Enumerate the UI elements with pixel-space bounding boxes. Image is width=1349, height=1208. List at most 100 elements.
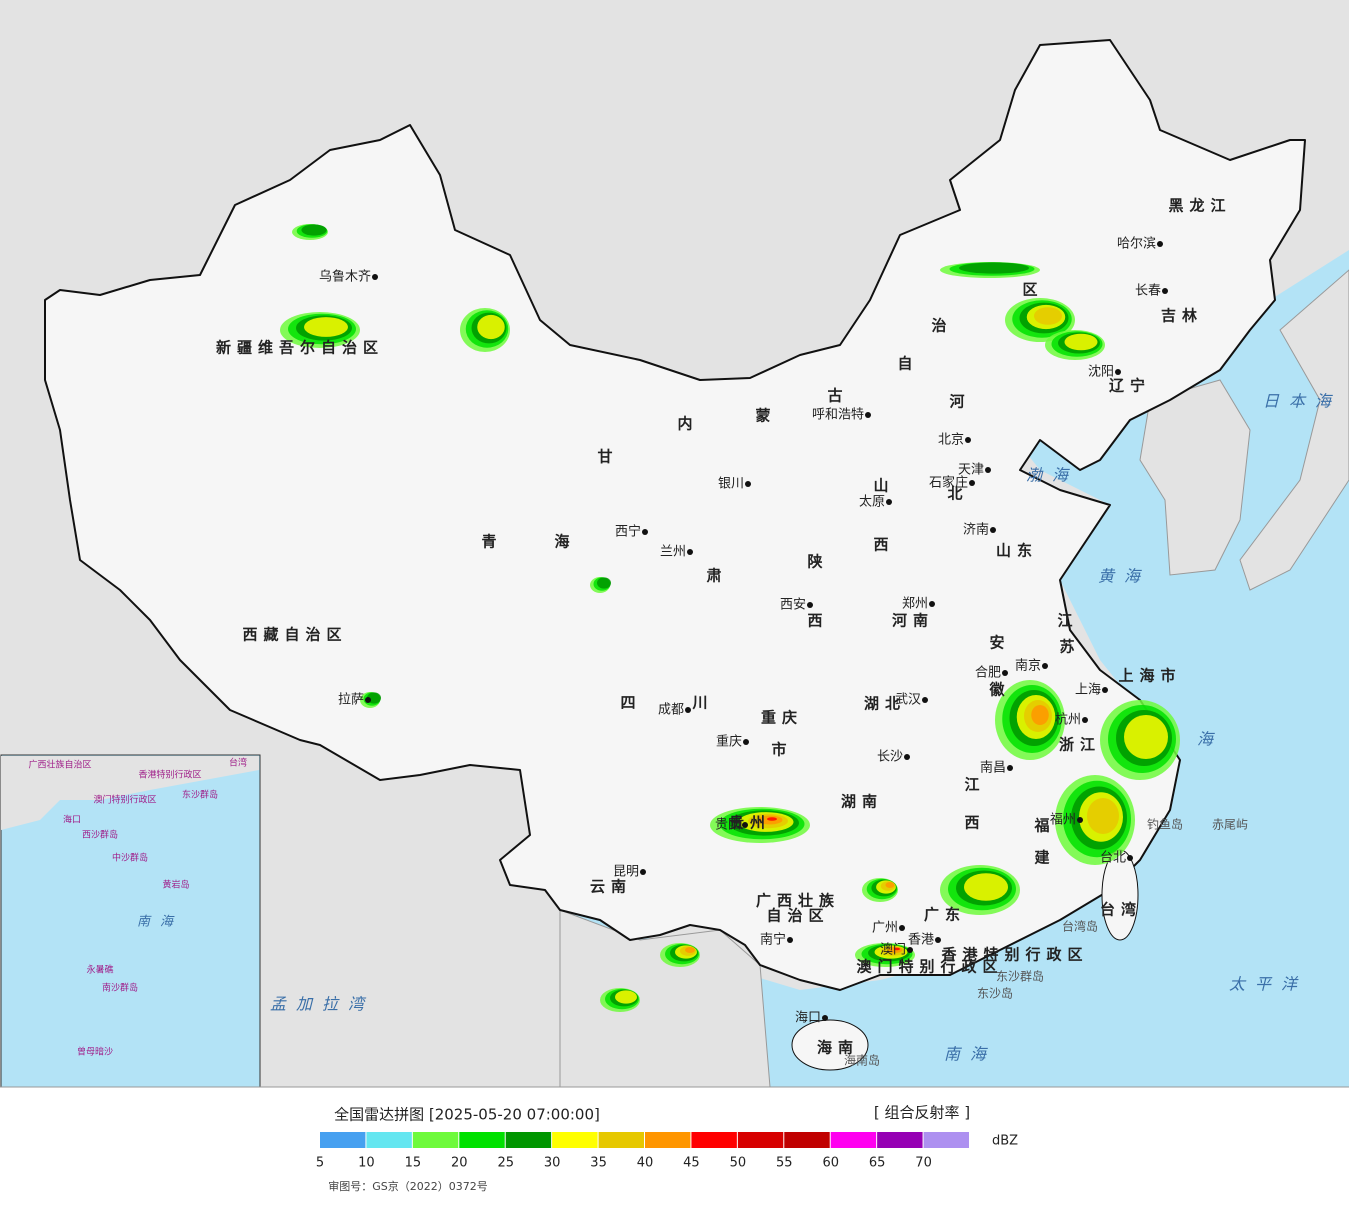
region-label: 苏 [1059,638,1080,656]
city-dot [372,274,378,280]
city-dot [904,754,910,760]
city-label: 乌鲁木齐 [319,269,371,285]
city-label: 合肥 [975,666,1001,681]
city-dot [743,739,749,745]
city-label: 济南 [963,522,989,538]
region-label: 湖南 [841,793,883,811]
radar-echo [301,224,327,236]
city-dot [1115,369,1121,375]
city-dot [742,822,748,828]
radar-echo [964,873,1008,901]
region-label: 市 [771,741,792,759]
legend-swatch [505,1132,552,1148]
city-label: 哈尔滨 [1117,236,1156,252]
city-dot [1002,670,1008,676]
inset-label: 黄岩岛 [162,879,189,891]
city-dot [642,529,648,535]
region-label: 湖北 [864,695,906,713]
place-label: 东沙岛 [977,986,1013,1001]
city-dot [640,869,646,875]
region-label: 安 [989,634,1010,652]
sea-label: 孟加拉湾 [270,995,374,1014]
inset-label: 永暑礁 [86,964,113,976]
region-label: 西 [807,612,828,630]
legend-swatch [691,1132,737,1148]
legend-swatch [877,1132,923,1148]
region-label: 吉林 [1161,307,1203,325]
legend-tick-label: 10 [358,1156,375,1171]
city-label: 武汉 [895,693,921,708]
city-dot [929,601,935,607]
city-label: 上海 [1075,683,1101,698]
radar-echo [597,577,611,589]
region-label: 辽宁 [1109,377,1151,395]
region-label: 河南 [892,612,934,630]
city-label: 呼和浩特 [812,408,864,423]
radar-echo [885,882,895,888]
inset-label: 海口 [63,814,81,826]
city-dot [899,925,905,931]
legend-tick-label: 15 [405,1156,422,1171]
city-dot [935,937,941,943]
region-label: 广东 [924,906,966,924]
city-dot [822,1015,828,1021]
legend-tick-label: 30 [544,1156,561,1171]
radar-echo-layer [280,224,1180,1012]
legend-swatch [552,1132,598,1148]
sea-label: 渤海 [1026,466,1078,485]
inset-label: 香港特别行政区 [138,769,201,781]
legend-tick-label: 45 [683,1156,700,1171]
region-label: 自 [897,355,918,373]
city-label: 长春 [1135,284,1161,299]
region-label: 徽 [988,681,1010,699]
city-dot [886,499,892,505]
legend-swatch [366,1132,412,1148]
inset-label: 台湾 [229,757,247,769]
region-label: 川 [691,694,713,712]
city-dot [1102,687,1108,693]
region-label: 江 [1057,612,1078,630]
legend-tick-label: 20 [451,1156,468,1171]
city-label: 拉萨 [338,693,364,708]
hainan-island [791,1019,869,1071]
region-label: 建 [1034,849,1055,867]
legend-tick-label: 40 [637,1156,654,1171]
city-dot [922,697,928,703]
review-number: 审图号：GS京（2022）0372号 [328,1179,488,1193]
legend-tick-label: 65 [869,1156,886,1171]
radar-echo [1064,333,1098,351]
radar-echo [1087,798,1119,834]
city-dot [907,947,913,953]
city-dot [990,527,996,533]
city-label: 郑州 [902,597,928,612]
legend-tick-label: 60 [822,1156,839,1171]
legend-swatch [320,1132,366,1148]
region-label: 陕 [807,553,828,571]
radar-echo [894,947,900,951]
city-label: 重庆 [716,734,742,750]
city-dot [1007,765,1013,771]
place-label: 海南岛 [844,1053,880,1068]
region-label: 山东 [996,542,1038,560]
legend-swatch [645,1132,691,1148]
region-label: 山 [873,477,894,495]
region-label: 重庆 [761,709,803,727]
region-label: 澳门特别行政区 [856,958,1003,976]
legend-tick-label: 25 [497,1156,514,1171]
radar-echo [615,990,637,1004]
city-label: 香港 [908,933,934,948]
region-label: 区 [1022,281,1043,299]
product-name: [ 组合反射率 ] [874,1104,970,1122]
city-label: 天津 [958,463,984,478]
region-label: 古 [827,387,848,405]
city-dot [1162,288,1168,294]
legend-swatch [923,1132,969,1148]
sea-label: 黄海 [1098,567,1150,586]
city-dot [1042,663,1048,669]
city-label: 广州 [872,921,898,936]
place-label: 台湾岛 [1062,919,1098,934]
city-label: 长沙 [877,750,903,765]
region-label: 蒙 [755,407,776,425]
